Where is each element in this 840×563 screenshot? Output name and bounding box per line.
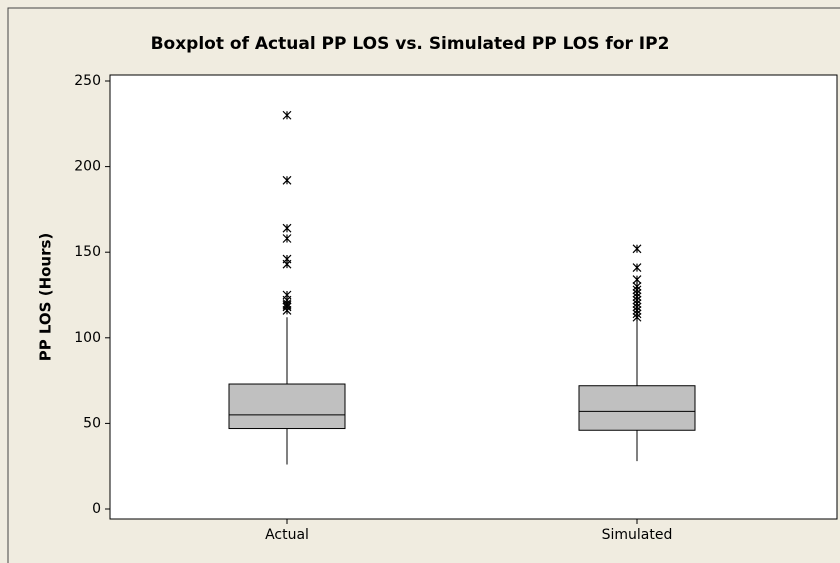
frame: [7, 7, 840, 563]
outlier: [632, 244, 642, 254]
outlier: [282, 305, 292, 315]
y-tick-label: 0: [92, 501, 101, 517]
outlier: [282, 234, 292, 243]
outlier: [632, 312, 642, 322]
outlier: [632, 263, 642, 273]
y-tick-label: 50: [83, 415, 101, 431]
plot-area: [109, 74, 838, 520]
x-tick-label: Actual: [265, 527, 309, 543]
outlier: [282, 175, 292, 185]
chart-title: Boxplot of Actual PP LOS vs. Simulated P…: [151, 34, 670, 54]
y-tick-label: 100: [74, 330, 101, 346]
outlier: [632, 275, 642, 285]
outlier: [282, 259, 292, 269]
outlier: [282, 223, 292, 233]
outlier: [282, 110, 292, 120]
x-tick-label: Simulated: [602, 527, 673, 543]
y-tick-label: 150: [74, 244, 101, 260]
y-tick-label: 250: [74, 73, 101, 89]
y-tick-label: 200: [74, 159, 101, 175]
y-axis-label: PP LOS (Hours): [37, 233, 55, 362]
box: [228, 383, 346, 430]
box: [578, 385, 696, 431]
